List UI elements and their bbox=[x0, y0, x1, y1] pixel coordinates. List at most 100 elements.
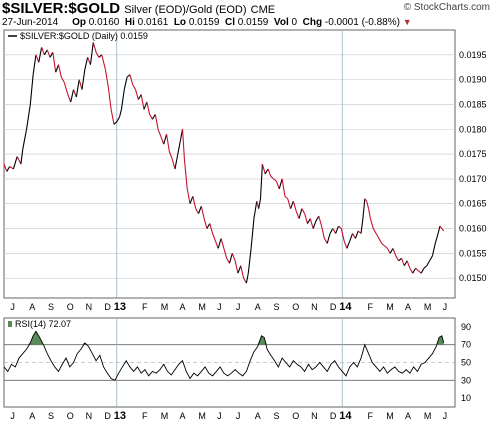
rsi-series-line bbox=[3, 330, 445, 381]
price-series-segment bbox=[84, 57, 89, 70]
price-series-segment bbox=[309, 218, 314, 229]
price-series-segment bbox=[129, 74, 134, 85]
price-legend: $SILVER:$GOLD (Daily) 0.0159 bbox=[8, 31, 148, 41]
price-series-segment bbox=[362, 198, 366, 219]
close-value: 0.0159 bbox=[237, 17, 269, 28]
price-series-segment bbox=[49, 52, 54, 58]
price-series-segment bbox=[295, 210, 300, 219]
price-series-segment bbox=[22, 129, 28, 150]
rsi-y-tick-label: 90 bbox=[461, 322, 471, 332]
price-series-segment bbox=[275, 181, 280, 190]
rsi-y-tick-label: 30 bbox=[461, 375, 471, 385]
price-series-segment bbox=[220, 238, 225, 249]
price-series-segment bbox=[197, 205, 202, 214]
price-series-segment bbox=[192, 196, 197, 209]
price-series-segment bbox=[57, 64, 62, 78]
price-series-segment bbox=[95, 52, 100, 58]
price-series-segment bbox=[395, 255, 400, 262]
price-series-segment bbox=[366, 201, 370, 209]
change-value: -0.0001 (-0.88%) bbox=[324, 17, 400, 28]
price-series-segment bbox=[132, 84, 137, 90]
price-series-segment bbox=[287, 198, 292, 209]
price-series-segment bbox=[41, 47, 45, 56]
price-y-tick-label: 0.0195 bbox=[459, 50, 487, 60]
price-series-segment bbox=[406, 260, 411, 269]
price-series-segment bbox=[209, 223, 214, 234]
quote-date: 27-Jun-2014 bbox=[2, 17, 59, 28]
price-series-segment bbox=[434, 233, 439, 244]
x-tick-label: M bbox=[424, 411, 432, 421]
symbol-description: Silver (EOD)/Gold (EOD) bbox=[124, 4, 247, 16]
price-series-segment bbox=[392, 248, 397, 257]
price-series-segment bbox=[343, 240, 348, 249]
price-series-segment bbox=[78, 79, 83, 90]
x-tick-label: F bbox=[142, 411, 148, 421]
price-series-segment bbox=[6, 166, 11, 172]
price-series-segment bbox=[70, 89, 75, 103]
price-series-segment bbox=[259, 163, 263, 199]
price-y-tick-label: 0.0185 bbox=[459, 99, 487, 109]
x-tick-label: A bbox=[180, 411, 186, 421]
price-series-segment bbox=[149, 114, 153, 120]
price-series-segment bbox=[189, 196, 194, 204]
x-tick-label: F bbox=[142, 302, 148, 312]
price-series-segment bbox=[98, 54, 103, 58]
price-series-segment bbox=[321, 225, 325, 239]
price-series-segment bbox=[29, 74, 34, 105]
price-series-segment bbox=[326, 233, 331, 244]
price-y-tick-label: 0.0165 bbox=[459, 199, 487, 209]
open-label: Op bbox=[72, 17, 86, 28]
price-series-segment bbox=[323, 238, 328, 244]
x-tick-label: A bbox=[405, 302, 411, 312]
high-label: Hi bbox=[124, 17, 135, 28]
price-series-segment bbox=[245, 273, 249, 284]
price-series-segment bbox=[35, 54, 40, 63]
x-tick-label: F bbox=[367, 411, 373, 421]
price-series-segment bbox=[250, 218, 255, 249]
price-series-segment bbox=[38, 47, 43, 63]
price-series-segment bbox=[247, 248, 252, 274]
price-series-segment bbox=[292, 201, 297, 212]
price-series-segment bbox=[281, 178, 286, 197]
price-series-segment bbox=[223, 248, 228, 259]
price-series-segment bbox=[267, 168, 272, 177]
x-tick-label: D bbox=[104, 411, 111, 421]
chart-title: $SILVER:$GOLD Silver (EOD)/Gold (EOD) CM… bbox=[2, 0, 275, 17]
price-series-segment bbox=[163, 134, 168, 145]
price-series-segment bbox=[183, 158, 188, 189]
stockcharts-watermark: © StockCharts.com bbox=[403, 2, 490, 13]
x-tick-label: D bbox=[330, 302, 337, 312]
price-series-segment bbox=[352, 233, 356, 239]
x-tick-label: J bbox=[236, 302, 241, 312]
price-series-segment bbox=[67, 94, 72, 103]
price-series-segment bbox=[107, 87, 112, 110]
price-series-segment bbox=[346, 240, 351, 249]
price-series-segment bbox=[240, 265, 245, 279]
x-tick-label: S bbox=[273, 411, 279, 421]
price-series-segment bbox=[258, 198, 262, 209]
close-label: Cl bbox=[224, 17, 235, 28]
price-series-segment bbox=[431, 243, 436, 256]
price-series-segment bbox=[389, 248, 394, 254]
price-series-segment bbox=[206, 223, 211, 229]
price-series-segment bbox=[87, 57, 91, 65]
x-tick-label: 14 bbox=[339, 301, 352, 313]
rsi-legend-swatch bbox=[8, 321, 12, 327]
price-series-segment bbox=[140, 94, 145, 110]
price-y-tick-label: 0.0175 bbox=[459, 149, 487, 159]
price-series-segment bbox=[234, 260, 239, 274]
price-series-segment bbox=[338, 225, 342, 229]
x-tick-label: A bbox=[405, 411, 411, 421]
symbol-label: $SILVER:$GOLD bbox=[2, 0, 121, 17]
price-series-segment bbox=[32, 54, 37, 75]
price-series-segment bbox=[166, 134, 170, 152]
price-series-segment bbox=[284, 195, 289, 200]
price-series-segment bbox=[412, 267, 417, 274]
price-series-segment bbox=[186, 188, 191, 204]
price-series-segment bbox=[151, 114, 156, 120]
x-tick-label: 14 bbox=[339, 410, 352, 422]
x-tick-label: O bbox=[292, 302, 299, 312]
price-series-segment bbox=[409, 267, 414, 274]
price-series-segment bbox=[237, 265, 242, 274]
